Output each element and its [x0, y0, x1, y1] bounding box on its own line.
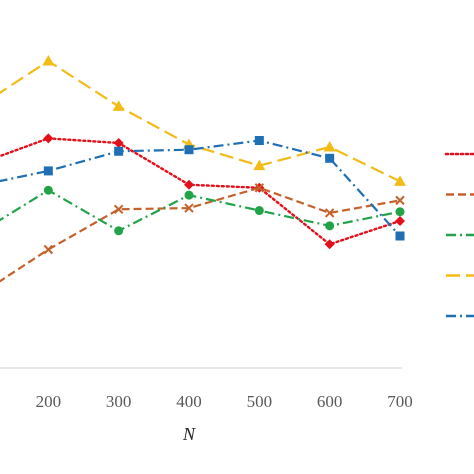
series-1-point-200: [43, 133, 54, 144]
series-5-point-200: [43, 166, 53, 176]
series-2-point-700: [395, 195, 405, 206]
series-1-point-700: [395, 215, 405, 226]
x-tick-label-500: 500: [247, 392, 273, 411]
series-3-point-300: [114, 226, 124, 236]
series-4-point-500: [253, 159, 266, 171]
series-5-point-600: [325, 153, 335, 163]
series-4: [0, 55, 406, 186]
x-tick-label-600: 600: [317, 392, 343, 411]
series-2: [0, 183, 405, 283]
series-3-point-200: [43, 185, 53, 195]
x-tick-label-400: 400: [176, 392, 202, 411]
series-1: [0, 133, 405, 250]
x-axis-title: N: [182, 424, 196, 444]
series-5-point-300: [114, 146, 124, 156]
series-1-point-600: [324, 239, 335, 250]
series-4-point-700: [394, 175, 406, 186]
series-3-point-500: [254, 206, 264, 216]
series-3-line: [0, 188, 401, 233]
series-1-line: [0, 137, 402, 246]
series-2-point-200: [43, 244, 54, 255]
series-2-point-300: [113, 204, 124, 214]
series-5-point-700: [395, 231, 405, 241]
series-5-point-400: [184, 145, 194, 155]
series-5: [0, 136, 405, 241]
series-5-point-500: [254, 136, 264, 146]
legend: [444, 152, 474, 318]
series-2-point-500: [254, 183, 265, 193]
series-3-point-600: [325, 221, 335, 231]
series-3: [0, 185, 405, 236]
series-layer: [0, 55, 406, 283]
x-axis-ticks: 200 300 400 500 600 700: [36, 392, 413, 411]
x-tick-label-700: 700: [387, 392, 413, 411]
series-4-point-200: [42, 55, 55, 66]
series-3-point-700: [395, 207, 405, 217]
x-tick-label-200: 200: [36, 392, 62, 411]
series-2-line: [0, 186, 401, 283]
series-3-point-400: [184, 190, 194, 200]
series-2-point-600: [324, 208, 335, 218]
series-2-point-400: [184, 203, 194, 213]
series-4-line: [0, 59, 401, 183]
series-4-point-300: [112, 100, 125, 111]
series-4-point-600: [323, 140, 336, 152]
series-1-point-400: [184, 179, 194, 190]
x-tick-label-300: 300: [106, 392, 132, 411]
series-1-point-300: [113, 137, 124, 148]
series-5-line: [0, 139, 401, 237]
